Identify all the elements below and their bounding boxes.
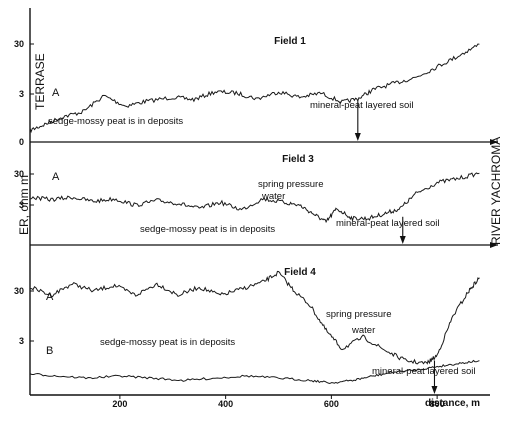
y-axis-label: ER, ohm m [17, 175, 31, 235]
series-line-A [29, 43, 480, 134]
right-side-label: RIVER YACHROMA [489, 137, 503, 245]
annotation-text: sedge-mossy peat is in deposits [100, 337, 235, 348]
y-tick-label: 30 [14, 39, 24, 49]
y-tick-label: 3 [19, 89, 24, 99]
y-tick-label: 30 [14, 169, 24, 179]
series-line-B [29, 359, 480, 385]
panel-title: Field 4 [284, 267, 316, 278]
series-label: A [46, 291, 54, 303]
x-tick-label: 400 [218, 399, 233, 409]
annotation-text: mineral-peat layered soil [336, 218, 440, 229]
series-label: B [46, 345, 53, 357]
x-tick-label: 600 [324, 399, 339, 409]
annotation-text: mineral-peat layered soil [372, 366, 476, 377]
y-tick-label: 3 [19, 200, 24, 210]
panel-title: Field 3 [282, 154, 314, 165]
boundary-arrowhead [354, 133, 361, 141]
series-label: A [52, 87, 60, 99]
annotation-text: mineral-peat layered soil [310, 100, 414, 111]
y-tick-label: 3 [19, 336, 24, 346]
x-tick-label: 200 [112, 399, 127, 409]
annotation-text: sedge-mossy peat is in deposits [140, 224, 275, 235]
panel-divider-1-arrowhead [490, 139, 498, 145]
annotation-text: spring pressure [326, 309, 391, 320]
boundary-arrowhead [399, 236, 406, 244]
panel-divider-2-arrowhead [490, 242, 498, 248]
annotation-text: spring pressure [258, 179, 323, 190]
series-label: A [52, 171, 60, 183]
annotation-text: sedge-mossy peat is in deposits [48, 116, 183, 127]
series-line-A [29, 172, 480, 224]
y-tick-label: 30 [14, 286, 24, 296]
x-axis-label: distance, m [425, 398, 480, 409]
annotation-text: water [351, 325, 375, 336]
panel-title: Field 1 [274, 36, 306, 47]
series-line-A [30, 270, 480, 365]
y-tick-label: 0 [19, 137, 24, 147]
annotation-text: water [261, 191, 285, 202]
x-tick-label: 800 [430, 399, 445, 409]
left-side-label: TERRASE [33, 53, 47, 110]
boundary-arrowhead [431, 386, 438, 394]
